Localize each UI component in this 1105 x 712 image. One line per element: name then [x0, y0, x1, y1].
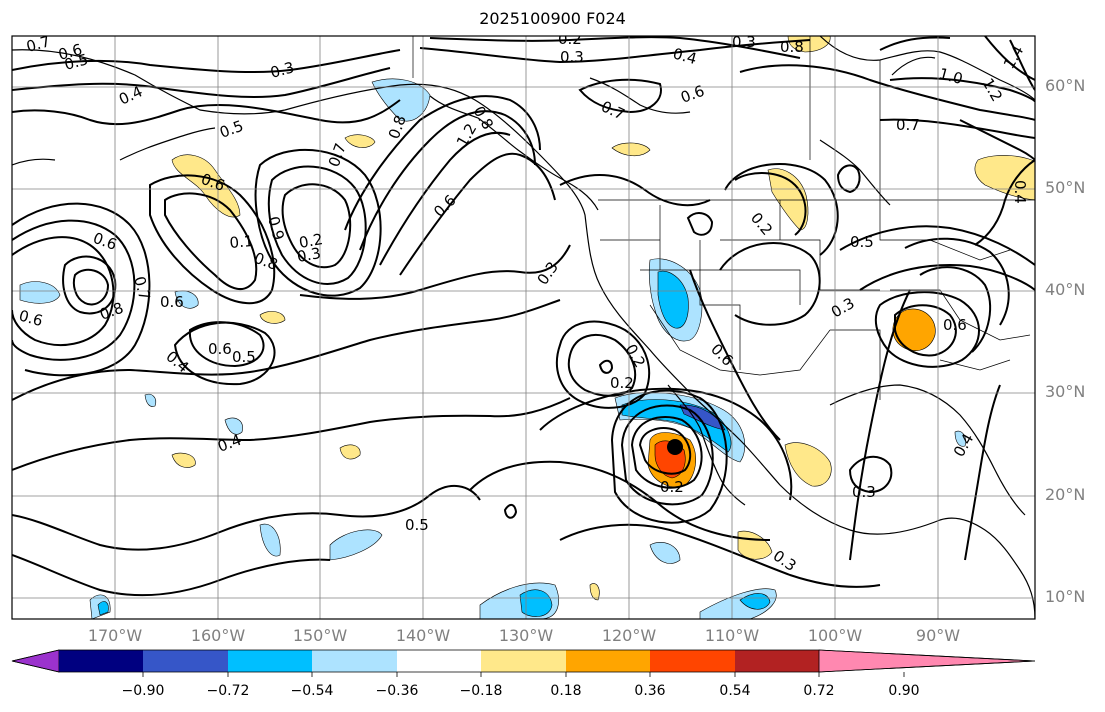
colorbar-bin	[312, 650, 398, 672]
colorbar-tick-label: 0.72	[803, 683, 835, 699]
political-borders	[412, 36, 1035, 400]
contour-label: 0.1	[229, 232, 254, 252]
map-frame	[11, 35, 1036, 620]
contour-label: 0.5	[405, 516, 429, 534]
lon-label: 140°W	[395, 626, 451, 645]
contour-label: 0.4	[1011, 180, 1029, 204]
colorbar-tick-label: −0.36	[375, 683, 419, 699]
lon-label: 120°W	[601, 626, 657, 645]
contour-label: 0.7	[896, 116, 920, 134]
contour-label: 0.8	[780, 38, 804, 56]
colorbar-bin	[566, 650, 651, 672]
lon-label: 90°W	[915, 626, 961, 645]
contour-label: 0.3	[732, 33, 756, 51]
contour-label: 0.5	[62, 50, 90, 74]
contour-label: 0.2	[610, 374, 634, 392]
colorbar-bin	[397, 650, 482, 672]
colorbar-tick-label: −0.90	[121, 683, 165, 699]
contour-label: 1.0	[937, 64, 965, 88]
colorbar-tick-label: −0.54	[290, 683, 334, 699]
contour-label: 0.7	[24, 32, 52, 56]
contour-label: 0.6	[17, 306, 45, 330]
colorbar-bin	[481, 650, 567, 672]
lon-label: 130°W	[498, 626, 554, 645]
colorbar-bin	[650, 650, 736, 672]
lat-lon-gridlines	[12, 36, 1035, 619]
shaded-anomaly-fill	[19, 36, 1035, 619]
contour-label: 0.7	[130, 274, 154, 302]
map-background	[12, 36, 1035, 619]
contour-label: 0.5	[850, 233, 874, 251]
contour-label: 0.6	[56, 40, 84, 64]
colorbar-tick-label: 0.36	[634, 683, 666, 699]
colorbar-tick-label: 0.90	[888, 683, 920, 699]
contour-label: 0.2	[660, 478, 684, 496]
lat-label: 30°N	[1045, 382, 1086, 401]
colorbar-extend-low	[11, 649, 60, 673]
contour-label: 0.6	[943, 316, 967, 334]
lon-label: 100°W	[807, 626, 863, 645]
contour-label: 0.2	[298, 230, 325, 252]
storm-center-marker	[667, 439, 683, 455]
colorbar-bin	[59, 650, 144, 672]
contour-label: 0.4	[671, 44, 699, 68]
lat-label: 60°N	[1045, 76, 1086, 95]
colorbar-tick-label: 0.18	[550, 683, 582, 699]
colorbar-bin	[735, 650, 820, 672]
lon-label: 110°W	[704, 626, 760, 645]
lon-label: 170°W	[87, 626, 143, 645]
contour-label: 0.3	[296, 244, 323, 266]
contour-label: 0.9	[264, 214, 288, 242]
colorbar-bin	[228, 650, 313, 672]
lon-label: 150°W	[292, 626, 348, 645]
map-title: 2025100900 F024	[479, 9, 626, 28]
colorbar-bin	[143, 650, 229, 672]
contour-label: 0.6	[208, 340, 232, 358]
colorbar-outline	[11, 649, 1036, 673]
lat-label: 10°N	[1045, 587, 1086, 606]
contour-label: 0.2	[558, 30, 582, 48]
contour-label: 0.3	[268, 58, 296, 82]
contour-label: 0.3	[852, 483, 876, 501]
colorbar-tick-label: −0.18	[459, 683, 503, 699]
lat-label: 40°N	[1045, 280, 1086, 299]
contour-label: 0.6	[160, 293, 184, 311]
colorbar	[11, 649, 1036, 677]
lon-label: 160°W	[190, 626, 246, 645]
colorbar-extend-high	[818, 649, 1036, 673]
lat-label: 20°N	[1045, 485, 1086, 504]
contour-lines	[12, 36, 1035, 597]
colorbar-tick-label: −0.72	[206, 683, 250, 699]
colorbar-tick-label: 0.54	[719, 683, 751, 699]
contour-label: 0.3	[560, 48, 584, 66]
lat-label: 50°N	[1045, 178, 1086, 197]
coastlines	[12, 36, 1035, 619]
contour-label: 0.5	[232, 348, 256, 366]
